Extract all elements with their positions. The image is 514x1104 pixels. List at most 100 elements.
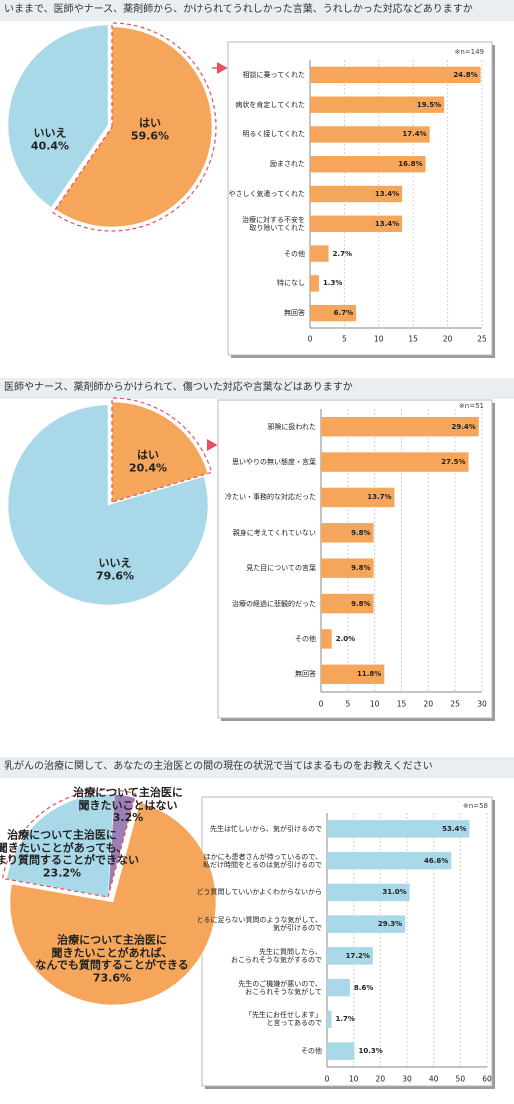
- bar: [310, 304, 357, 322]
- category-label: その他: [301, 1047, 322, 1056]
- value-label: 1.3%: [322, 279, 343, 288]
- bar: [327, 1010, 332, 1029]
- bar: [310, 185, 403, 203]
- category-label: 思いやりの無い態度・言葉: [232, 458, 316, 467]
- category-label: 先生は忙しいから、気が引けるので: [210, 824, 322, 833]
- x-tick-label: 15: [408, 334, 418, 344]
- slice-value: 73.6%: [92, 971, 132, 985]
- value-label: 11.8%: [357, 670, 382, 679]
- category-label: 見た目についての言葉: [246, 564, 316, 573]
- pie-label: 治療について主治医に 聞きたいことがあれば、 なんでも質問することができる 73.…: [35, 933, 189, 986]
- slice-name: はい: [138, 116, 161, 130]
- bar: [327, 851, 452, 870]
- x-tick-label: 10: [369, 699, 380, 709]
- pie-label: はい 20.4%: [129, 449, 167, 474]
- x-tick-label: 50: [455, 1074, 466, 1084]
- value-label: 9.8%: [351, 599, 371, 608]
- slice-name: いいえ: [98, 556, 132, 570]
- pie-label: いいえ 79.6%: [96, 557, 134, 582]
- bar: [310, 275, 319, 292]
- category-label: 治療に対する不安を 取り除いてくれた: [242, 215, 305, 232]
- bar: [327, 915, 406, 933]
- category-label: 励まされた: [270, 160, 305, 169]
- slice-value: 23.2%: [42, 866, 82, 880]
- x-tick-label: 20: [375, 1074, 386, 1084]
- value-label: 2.0%: [335, 634, 356, 643]
- bar: [327, 820, 470, 838]
- bar: [310, 126, 430, 143]
- category-label: どう質問していいかよくわからないから: [196, 888, 322, 897]
- category-label: ほかにも患者さんが待っているので、 私だけ時間をとるのは気が引けるので: [203, 852, 322, 869]
- bar: [327, 947, 373, 965]
- category-label: 相談に乗ってくれた: [242, 70, 305, 79]
- value-label: 53.4%: [442, 824, 467, 833]
- x-tick-label: 30: [477, 699, 487, 709]
- bar: [321, 523, 374, 543]
- category-label: その他: [295, 634, 316, 643]
- value-label: 13.4%: [374, 219, 400, 228]
- value-label: 29.3%: [377, 920, 403, 929]
- highlight-outline: [1, 789, 137, 898]
- x-tick-label: 25: [450, 699, 460, 709]
- category-label: 明るく接してくれた: [242, 130, 305, 139]
- x-tick-label: 10: [348, 1074, 359, 1084]
- bar: [310, 156, 426, 173]
- slice-value: 40.4%: [30, 139, 70, 152]
- value-label: 13.4%: [374, 189, 400, 198]
- value-label: 19.5%: [416, 100, 442, 109]
- x-tick-label: 0: [324, 1074, 330, 1084]
- value-label: 13.7%: [367, 493, 392, 502]
- highlight-outline: [111, 397, 213, 503]
- x-tick-label: 20: [442, 334, 453, 344]
- category-label: 治療の経過に悲観的だった: [232, 599, 316, 608]
- section-header-bg: [0, 757, 514, 778]
- value-label: 17.2%: [345, 951, 370, 960]
- x-tick-label: 10: [374, 334, 384, 344]
- slice-value: 59.6%: [130, 129, 170, 142]
- chart-box: [201, 796, 493, 1087]
- highlight-outline: [52, 22, 217, 232]
- x-tick-label: 25: [477, 334, 487, 344]
- question: いままで、医師やナース、薬剤師から、かけられてうれしかった言葉、うれしかった対応…: [4, 4, 473, 15]
- slice-value: 79.6%: [95, 569, 135, 582]
- value-label: 2.7%: [332, 249, 352, 258]
- value-label: 29.4%: [451, 422, 476, 431]
- sample-note: ※n=149: [454, 47, 484, 56]
- value-label: 10.3%: [358, 1047, 383, 1056]
- value-label: 24.8%: [453, 70, 478, 79]
- slice-name: いいえ: [33, 126, 67, 140]
- bar: [310, 96, 445, 113]
- value-label: 46.6%: [423, 856, 449, 865]
- category-label: 特になし: [277, 279, 305, 288]
- value-label: 1.7%: [335, 1015, 355, 1024]
- pie-label: 治療について主治医に 聞きたいことはない 3.2%: [73, 786, 183, 825]
- x-tick-label: 5: [345, 699, 351, 709]
- category-label: とるに足らない質問のような気がして、 気が引けるので: [196, 916, 322, 933]
- slice-name: 治療について主治医に 聞きたいことがあれば、 なんでも質問することができる: [35, 933, 189, 972]
- pie-slice: [6, 793, 115, 898]
- category-label: その他: [284, 249, 305, 258]
- value-label: 31.0%: [382, 888, 407, 897]
- bar: [321, 664, 385, 685]
- pie-slice: [54, 26, 213, 228]
- bar: [321, 629, 332, 649]
- value-label: 9.8%: [351, 528, 371, 537]
- x-tick-label: 30: [402, 1074, 412, 1084]
- pie-slice: [7, 404, 209, 606]
- x-tick-label: 0: [307, 334, 313, 344]
- value-label: 8.6%: [353, 983, 374, 992]
- bar: [321, 452, 469, 472]
- slice-name: 治療について主治医に 聞きたいことはない: [73, 786, 183, 812]
- pie-label: はい 59.6%: [131, 117, 169, 142]
- x-tick-label: 20: [423, 699, 434, 709]
- bar: [321, 558, 374, 578]
- bar: [321, 416, 479, 437]
- slice-value: 20.4%: [128, 461, 168, 474]
- category-label: 「先生にお任せします」 と言ってあるので: [245, 1011, 322, 1028]
- question: 医師やナース、薬剤師からかけられて、傷ついた対応や言葉などはありますか: [4, 382, 353, 393]
- bar: [327, 883, 410, 902]
- bar: [327, 978, 350, 997]
- bar: [310, 215, 403, 232]
- section-header-bg: [0, 378, 514, 399]
